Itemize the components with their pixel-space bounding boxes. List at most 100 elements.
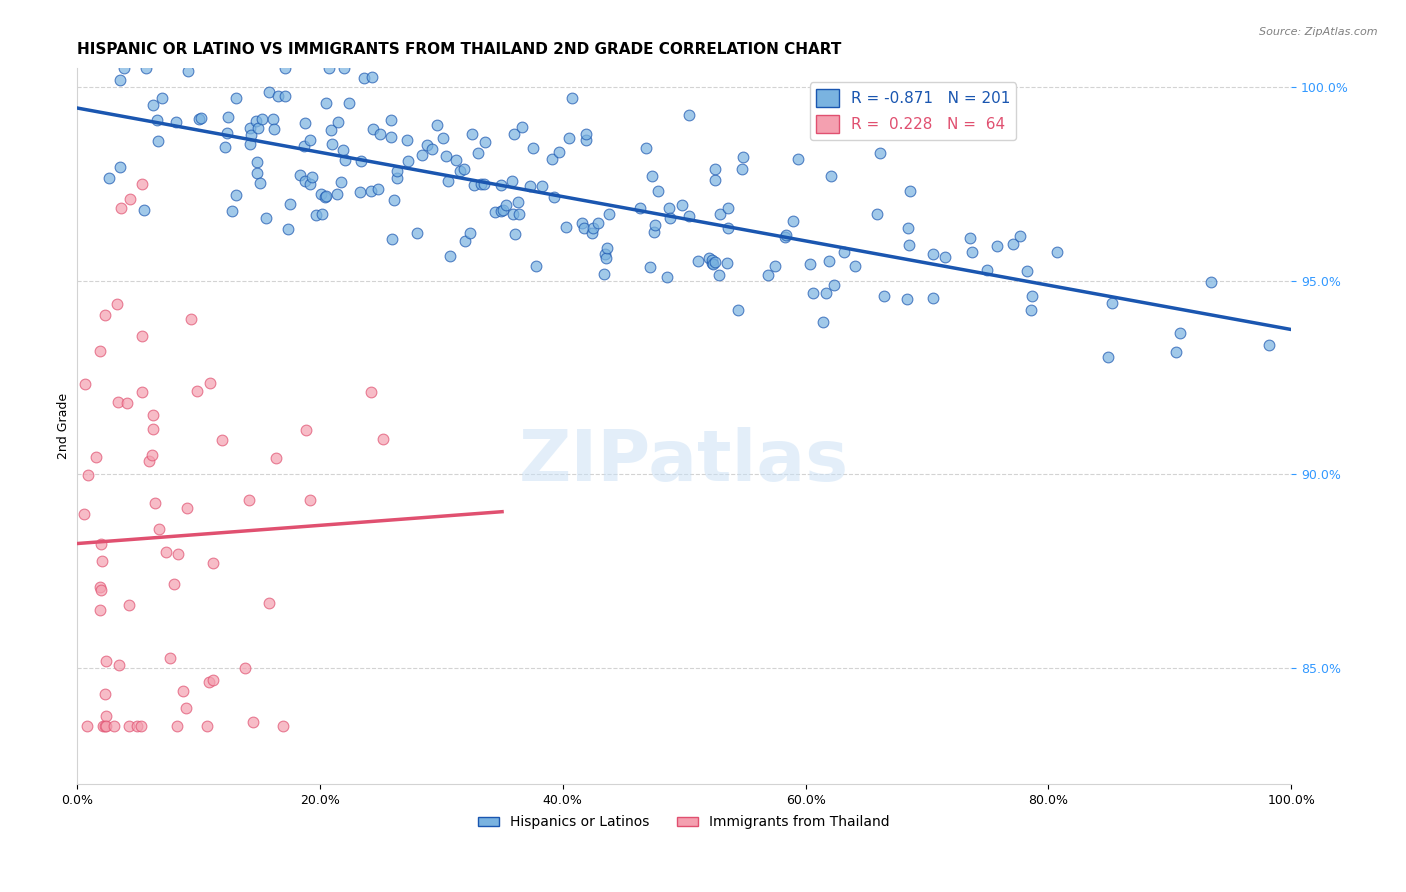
Point <box>786 153 808 167</box>
Point <box>658 201 681 215</box>
Point <box>125 719 148 733</box>
Point <box>844 259 866 273</box>
Point <box>361 122 384 136</box>
Point <box>717 202 740 216</box>
Point <box>177 64 200 78</box>
Point <box>195 719 218 733</box>
Point <box>1170 326 1192 341</box>
Point <box>658 211 681 225</box>
Point <box>415 138 437 153</box>
Point <box>731 151 754 165</box>
Point <box>643 225 665 239</box>
Point <box>575 127 598 141</box>
Point <box>524 259 547 273</box>
Point <box>432 131 454 145</box>
Point <box>112 61 135 75</box>
Point <box>335 153 357 168</box>
Point <box>575 133 598 147</box>
Point <box>89 343 111 358</box>
Point <box>709 268 731 282</box>
Point <box>782 214 804 228</box>
Point <box>505 227 527 241</box>
Point <box>311 207 333 221</box>
Point <box>217 127 239 141</box>
Point <box>1021 289 1043 303</box>
Point <box>655 269 678 284</box>
Point <box>131 177 153 191</box>
Point <box>257 596 280 610</box>
Point <box>159 651 181 665</box>
Point <box>89 580 111 594</box>
Point <box>90 583 112 598</box>
Point <box>371 432 394 446</box>
Point <box>176 501 198 516</box>
Point <box>278 196 301 211</box>
Point <box>986 238 1008 252</box>
Point <box>596 241 619 255</box>
Point <box>298 493 321 508</box>
Point <box>484 205 506 219</box>
Point <box>360 384 382 399</box>
Point <box>512 120 534 134</box>
Point <box>555 220 578 235</box>
Point <box>406 227 429 241</box>
Point <box>458 226 481 240</box>
Point <box>146 134 169 148</box>
Point <box>519 179 541 194</box>
Point <box>242 714 264 729</box>
Point <box>647 185 669 199</box>
Point <box>489 178 512 192</box>
Point <box>294 139 316 153</box>
Point <box>548 145 571 160</box>
Point <box>702 253 724 268</box>
Point <box>165 114 187 128</box>
Point <box>239 137 262 152</box>
Point <box>246 155 269 169</box>
Point <box>873 289 896 303</box>
Point <box>94 709 117 723</box>
Point <box>704 254 727 268</box>
Point <box>98 170 121 185</box>
Point <box>75 377 97 392</box>
Y-axis label: 2nd Grade: 2nd Grade <box>58 393 70 459</box>
Point <box>508 206 530 220</box>
Point <box>94 687 117 701</box>
Point <box>105 297 128 311</box>
Point <box>449 164 471 178</box>
Point <box>326 115 349 129</box>
Point <box>697 252 720 266</box>
Point <box>756 268 779 282</box>
Point <box>274 89 297 103</box>
Point <box>502 207 524 221</box>
Point <box>387 163 409 178</box>
Point <box>385 171 408 186</box>
Point <box>314 190 336 204</box>
Point <box>273 719 295 733</box>
Point <box>108 72 131 87</box>
Point <box>163 576 186 591</box>
Point <box>717 221 740 235</box>
Point <box>91 719 114 733</box>
Point <box>811 315 834 329</box>
Point <box>172 683 194 698</box>
Point <box>1101 295 1123 310</box>
Point <box>686 254 709 268</box>
Point <box>277 222 299 236</box>
Point <box>134 202 156 217</box>
Point <box>180 312 202 326</box>
Point <box>93 719 115 733</box>
Point <box>118 598 141 612</box>
Point <box>118 719 141 733</box>
Point <box>1010 229 1032 244</box>
Point <box>1097 350 1119 364</box>
Point <box>818 254 841 268</box>
Point <box>803 286 825 301</box>
Point <box>262 112 284 126</box>
Point <box>266 88 288 103</box>
Point <box>198 376 221 390</box>
Point <box>217 110 239 124</box>
Point <box>134 61 156 75</box>
Point <box>1001 237 1024 252</box>
Point <box>1258 337 1281 351</box>
Point <box>381 232 404 246</box>
